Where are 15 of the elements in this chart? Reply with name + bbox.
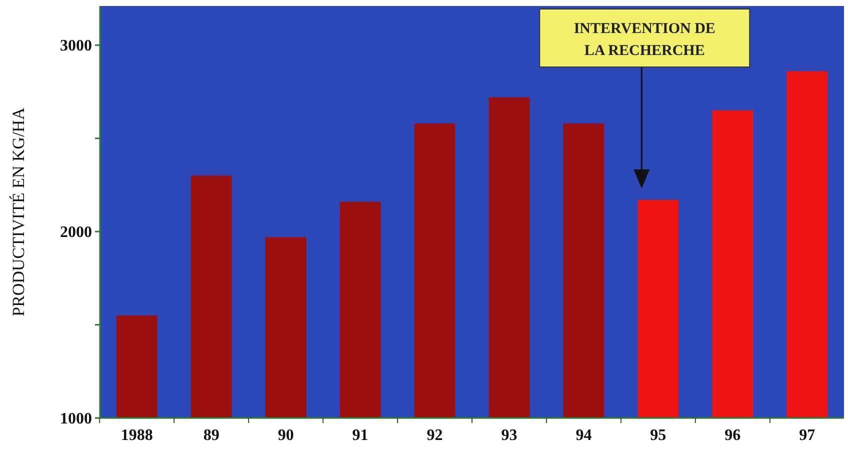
x-tick-label: 1988 — [120, 427, 153, 444]
x-tick-label: 97 — [799, 427, 816, 444]
annotation: INTERVENTION DE LA RECHERCHE — [574, 21, 716, 59]
x-tick-label: 96 — [724, 427, 741, 444]
x-tick-label: 94 — [576, 427, 592, 444]
x-tick-label: 95 — [650, 427, 666, 444]
x-tick-label: 89 — [203, 427, 220, 444]
x-tick-label: 91 — [352, 427, 368, 444]
y-axis-title: PRODUCTIVITÉ EN KG/HA — [9, 106, 28, 316]
y-tick-label: 2000 — [60, 224, 92, 242]
x-tick-label: 92 — [426, 427, 443, 444]
y-tick-label: 3000 — [60, 38, 92, 55]
x-tick-label: 90 — [278, 427, 294, 444]
x-tick-label: 93 — [501, 427, 518, 444]
y-tick-label: 1000 — [60, 410, 92, 428]
